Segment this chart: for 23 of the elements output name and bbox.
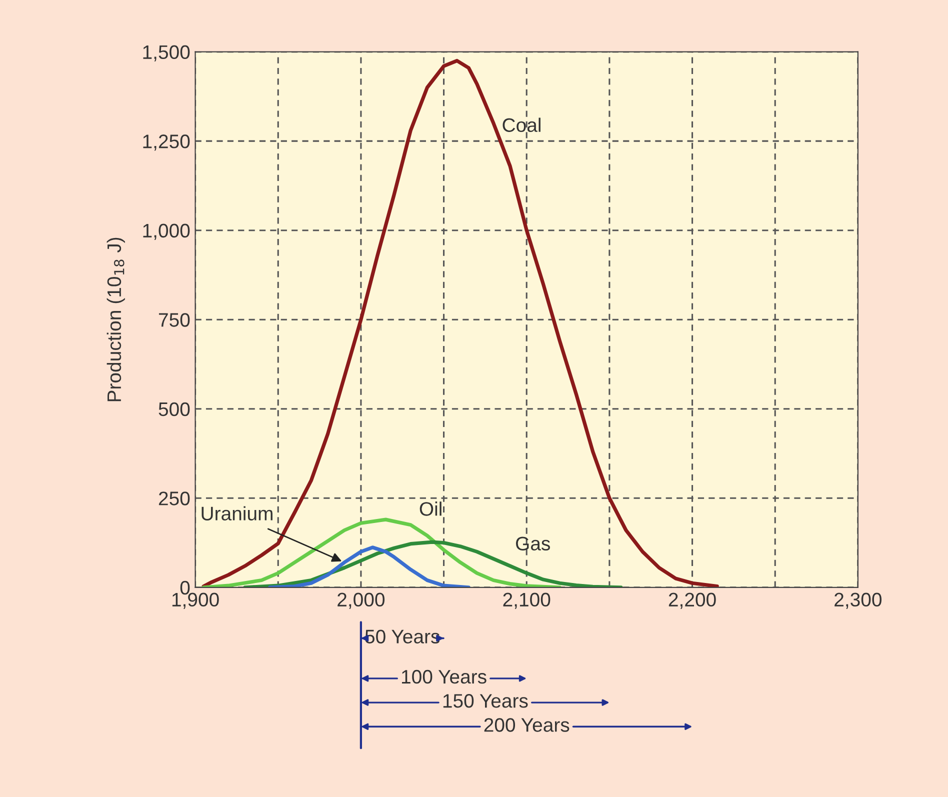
x-tick-label: 2,100 (503, 592, 550, 609)
y-axis-title: Production (10$_{18}$ J) (106, 238, 125, 402)
y-tick-label: 500 (158, 402, 190, 416)
text: 100 Years (402, 670, 486, 684)
text: 200 Years (484, 718, 570, 732)
x-tick-label: 2,200 (668, 592, 716, 609)
y-tick-label: 1,500 (143, 45, 190, 62)
text: Uranium (202, 506, 272, 520)
line-series (268, 546, 470, 588)
text: 50 Years (365, 630, 440, 644)
series-label: Coal (502, 118, 540, 132)
line-series (202, 58, 719, 588)
y-tick-label: 1,000 (143, 224, 190, 240)
x-tick-label: 2,000 (338, 592, 385, 609)
text: 150 Years (443, 694, 528, 708)
x-tick-label: 1,900 (172, 592, 219, 609)
y-tick-label: 1,250 (143, 134, 190, 151)
y-tick-label: 750 (158, 313, 190, 327)
y-tick-label: 250 (158, 492, 190, 506)
x-tick-label: 2,300 (834, 592, 882, 609)
series-label: Gas (516, 536, 550, 550)
y-tick-label: 0 (180, 580, 190, 595)
series-label: Oil (420, 502, 442, 516)
